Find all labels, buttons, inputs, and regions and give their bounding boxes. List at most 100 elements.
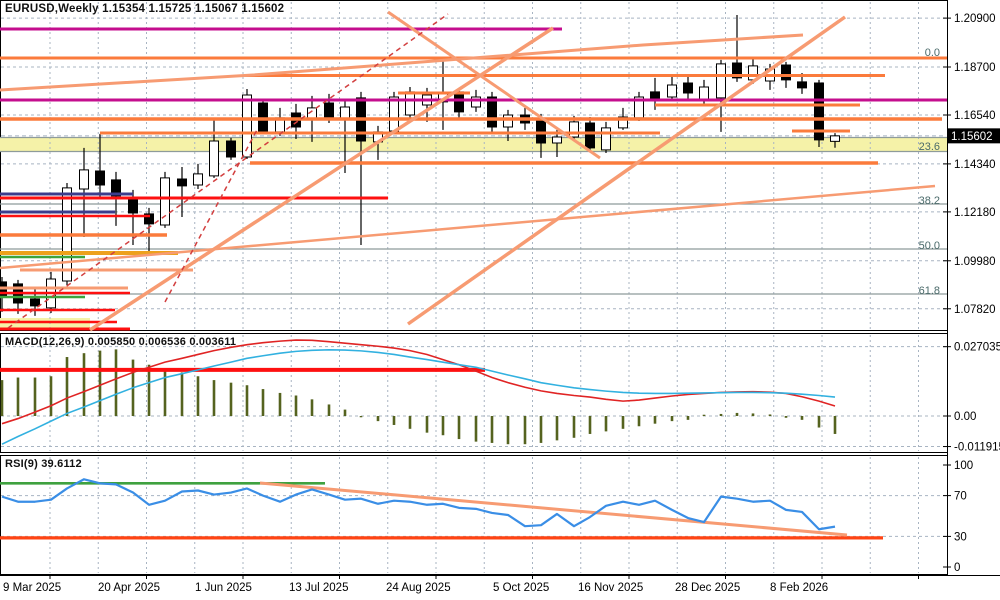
dashed-trendline	[164, 127, 259, 303]
candle	[95, 133, 105, 199]
trendline	[387, 10, 601, 160]
candle-body-bull	[830, 135, 840, 142]
candle	[193, 163, 203, 189]
candle-body-bear	[585, 122, 595, 149]
candle-body-bull	[618, 116, 628, 129]
price-axis-label: 1.16540	[954, 110, 996, 122]
candle	[160, 171, 170, 228]
rsi-panel	[0, 455, 948, 575]
candle-body-bull	[471, 96, 481, 108]
candle	[601, 121, 611, 153]
price-axis-label: 1.12180	[954, 207, 996, 219]
candle-body-bull	[193, 173, 203, 186]
price-axis-label: 1.18700	[954, 62, 996, 74]
trendline	[0, 33, 804, 92]
candle-body-bear	[814, 82, 824, 141]
candle	[177, 166, 187, 217]
candle-body-bear	[487, 96, 497, 128]
fib-zone	[0, 137, 947, 152]
candle-body-bull	[160, 177, 170, 226]
candle	[732, 15, 742, 82]
candle	[258, 99, 268, 133]
candle	[814, 79, 824, 147]
price-axis-label: 1.14340	[954, 159, 996, 171]
candle	[209, 118, 219, 178]
candle-body-bear	[177, 178, 187, 187]
candle-body-bull	[405, 91, 415, 116]
fib-label: 50.0	[919, 240, 940, 252]
date-label: 13 Jul 2025	[289, 582, 348, 594]
candle-body-bear	[732, 62, 742, 79]
date-label: 1 Jun 2025	[195, 582, 252, 594]
candle-body-bear	[536, 119, 546, 144]
macd-main-line	[1, 349, 836, 445]
macd-axis-label: -0.011915	[954, 442, 1000, 454]
candle-body-bull	[716, 63, 726, 99]
trendline	[0, 184, 936, 270]
rsi-trendline	[259, 481, 848, 537]
fib-label: 61.8	[919, 285, 940, 297]
trendline	[406, 15, 847, 326]
fib-labels: 0.0 23.6 38.2 50.0 61.8	[919, 47, 940, 297]
price-axis-label: 1.20900	[954, 13, 996, 25]
candle-body-bull	[569, 121, 579, 138]
time-axis[interactable]: 9 Mar 2025 20 Apr 2025 1 Jun 2025 13 Jul 20…	[0, 575, 1000, 594]
candle	[487, 91, 497, 133]
candle-body-bull	[242, 94, 252, 158]
date-label: 9 Mar 2025	[3, 582, 61, 594]
rsi-axis-label: 30	[954, 531, 967, 543]
macd-indicator	[0, 339, 837, 445]
date-label: 5 Oct 2025	[493, 582, 549, 594]
candle	[503, 109, 513, 141]
date-label: 20 Apr 2025	[98, 582, 160, 594]
candle	[667, 75, 677, 100]
candle-body-bull	[503, 114, 513, 128]
price-axis-label: 1.07820	[954, 304, 996, 316]
fib-label: 0.0	[925, 47, 940, 59]
date-label: 8 Feb 2026	[770, 582, 828, 594]
candle-body-bull	[79, 169, 89, 190]
candle	[226, 137, 236, 160]
candle	[830, 133, 840, 148]
rsi-axis-label: 70	[954, 491, 967, 503]
candle-body-bull	[699, 86, 709, 101]
candle-body-bull	[667, 84, 677, 98]
axis-strip	[948, 0, 1000, 600]
level-lines	[0, 27, 947, 331]
date-label: 16 Nov 2025	[578, 582, 643, 594]
candle-body-bear	[30, 298, 40, 307]
candle-body-bull	[389, 96, 399, 132]
grid	[1, 2, 946, 573]
candle-body-bear	[111, 179, 121, 197]
macd-panel	[0, 333, 948, 453]
candle	[683, 75, 693, 99]
candle-body-bear	[226, 140, 236, 158]
candle-body-bull	[552, 136, 562, 144]
trendline	[89, 26, 554, 332]
date-label: 24 Aug 2025	[386, 582, 451, 594]
candle	[79, 147, 89, 237]
macd-signal-line	[1, 339, 836, 425]
macd-axis-label: 0.00	[954, 411, 976, 423]
candle-body-bear	[454, 91, 464, 113]
current-price-badge	[948, 128, 1000, 144]
macd-axis-label: 0.027035	[954, 342, 1000, 354]
price-axis-label: 1.09980	[954, 256, 996, 268]
candle-body-bear	[781, 64, 791, 81]
fib-label: 23.6	[919, 141, 940, 153]
main-panel	[0, 0, 948, 331]
candle-body-bull	[601, 127, 611, 151]
date-label: 28 Dec 2025	[675, 582, 740, 594]
candle-body-bear	[95, 170, 105, 186]
rsi-axis-label: 100	[954, 460, 973, 472]
fib-label: 38.2	[919, 195, 940, 207]
candle-body-bear	[683, 82, 693, 94]
candle-body-bear	[797, 81, 807, 89]
price-axis[interactable]: 1.20900 1.18700 1.16540 1.14340 1.12180 1.099…	[943, 0, 1000, 600]
candle-body-bear	[144, 213, 154, 225]
rsi-indicator	[0, 478, 883, 540]
fib-lines	[0, 136, 947, 295]
dashed-trendline	[7, 13, 449, 329]
